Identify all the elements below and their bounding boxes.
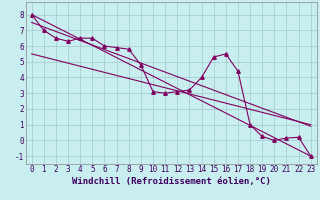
X-axis label: Windchill (Refroidissement éolien,°C): Windchill (Refroidissement éolien,°C)	[72, 177, 271, 186]
